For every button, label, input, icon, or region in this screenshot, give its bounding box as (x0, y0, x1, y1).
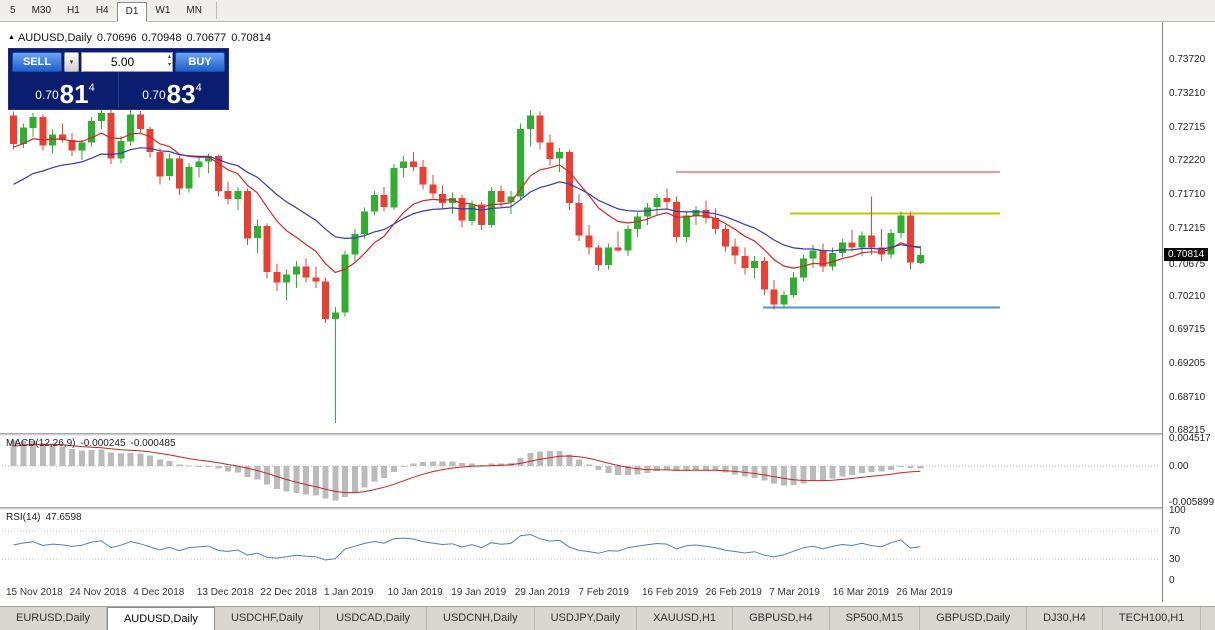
date-axis-label: 1 Jan 2019 (324, 587, 374, 598)
date-axis-label: 16 Feb 2019 (642, 587, 699, 598)
price-axis-label: 0.72220 (1169, 155, 1206, 167)
price-axis-label: 0.69205 (1169, 358, 1206, 370)
sell-price-base: 0.70 (35, 88, 59, 102)
current-price-tag: 0.70814 (1164, 247, 1209, 261)
volume-input[interactable] (82, 55, 172, 69)
timeframe-button-5[interactable]: 5 (10, 5, 16, 16)
price-axis-label: 0.69715 (1169, 323, 1206, 335)
price-axis-label: 0.72715 (1169, 121, 1206, 133)
spin-down-icon[interactable]: ▾ (167, 61, 171, 68)
chart-tab-gbpusd-h4[interactable]: GBPUSD,H4 (733, 607, 830, 630)
date-axis-label: 26 Feb 2019 (705, 587, 762, 598)
buy-button[interactable]: BUY (175, 52, 225, 72)
sell-button[interactable]: SELL (12, 52, 62, 72)
timeframe-button-h4[interactable]: H4 (95, 5, 109, 16)
chart-header: ▲ AUDUSD,Daily 0.70696 0.70948 0.70677 0.7081… (8, 32, 271, 44)
date-axis[interactable]: 15 Nov 2018 24 Nov 2018 4 Dec 2018 13 Dec 2… (0, 582, 1162, 602)
sell-price[interactable]: 0.70 81 4 (12, 72, 119, 108)
buy-price[interactable]: 0.70 83 4 (119, 72, 225, 108)
macd-value-1: -0.000245 (80, 438, 126, 449)
rsi-value: 47.6598 (45, 512, 82, 523)
chart-tabs-bar: EURUSD,Daily AUDUSD,Daily USDCHF,Daily USDC… (0, 606, 1215, 630)
chevron-down-icon: ▾ (69, 59, 74, 66)
volume-spinner[interactable]: ▴ ▾ (168, 54, 171, 70)
sell-price-pip: 4 (88, 82, 95, 94)
spin-up-icon[interactable]: ▴ (167, 54, 171, 60)
timeframe-button-w1[interactable]: W1 (155, 5, 171, 16)
rsi-axis-label: 30 (1169, 554, 1181, 565)
rsi-axis-label: 0 (1169, 575, 1175, 586)
chart-tab-dj30-h4[interactable]: DJ30,H4 (1027, 607, 1103, 630)
date-axis-label: 19 Jan 2019 (451, 587, 507, 598)
volume-dropdown-button[interactable]: ▾ (64, 52, 79, 72)
chart-tab-audusd-daily[interactable]: AUDUSD,Daily (106, 607, 215, 630)
secondary-price-label: 0.70675 (1169, 259, 1206, 271)
chart-tab-gbpusd-daily[interactable]: GBPUSD,Daily (920, 607, 1028, 630)
buy-price-base: 0.70 (142, 88, 166, 102)
price-axis-label: 0.71710 (1169, 189, 1206, 201)
macd-axis-label: 0.00 (1169, 460, 1189, 472)
chart-plot-area[interactable] (0, 22, 1162, 602)
low-value: 0.70677 (186, 32, 227, 44)
timeframe-button-mn[interactable]: MN (186, 5, 202, 16)
price-axis-label: 0.71215 (1169, 222, 1206, 234)
chart-tab-xauusd-h1[interactable]: XAUUSD,H1 (637, 607, 734, 630)
symbol-marker-icon: ▲ (8, 34, 15, 41)
chart-tab-ui[interactable]: UI (1201, 607, 1215, 630)
high-value: 0.70948 (141, 32, 182, 44)
rsi-axis-label: 70 (1169, 526, 1181, 537)
date-axis-label: 7 Feb 2019 (578, 587, 629, 598)
chart-tab-usdchf-daily[interactable]: USDCHF,Daily (215, 607, 321, 630)
macd-panel-splitter[interactable] (0, 433, 1215, 436)
chart-tab-usdcnh-daily[interactable]: USDCNH,Daily (427, 607, 535, 630)
chart-tab-tech100-h1[interactable]: TECH100,H1 (1103, 607, 1202, 630)
timeframe-button-m30[interactable]: M30 (31, 5, 52, 16)
timeframe-button-d1[interactable]: D1 (116, 1, 148, 22)
chart-tab-usdjpy-daily[interactable]: USDJPY,Daily (535, 607, 638, 630)
chart-window: ▲ AUDUSD,Daily 0.70696 0.70948 0.70677 0.7081… (0, 22, 1215, 606)
sell-price-big: 81 (59, 78, 89, 109)
date-axis-label: 15 Nov 2018 (6, 587, 63, 598)
date-axis-label: 29 Jan 2019 (514, 587, 570, 598)
price-axis-label: 0.68215 (1169, 424, 1206, 436)
macd-value-2: -0.000485 (130, 438, 176, 449)
price-axis-label: 0.73720 (1169, 53, 1206, 65)
price-axis-label: 0.70210 (1169, 290, 1206, 302)
date-axis-label: 24 Nov 2018 (69, 587, 127, 598)
chart-canvas[interactable] (0, 22, 1162, 602)
date-axis-label: 16 Mar 2019 (832, 587, 889, 598)
price-axis-label: 0.68710 (1169, 391, 1206, 403)
date-axis-label: 26 Mar 2019 (896, 587, 953, 598)
date-axis-label: 13 Dec 2018 (196, 587, 254, 598)
date-axis-label: 7 Mar 2019 (769, 587, 820, 598)
chart-tab-usdcad-daily[interactable]: USDCAD,Daily (320, 607, 428, 630)
buy-price-pip: 4 (195, 82, 202, 94)
rsi-name: RSI(14) (6, 512, 41, 523)
volume-field: ▴▾ (81, 52, 173, 72)
price-axis-label: 0.73210 (1169, 88, 1206, 100)
rsi-axis-label: 100 (1169, 505, 1186, 516)
price-axis[interactable]: 0.73720 0.73210 0.72715 0.72220 0.71710 0.712… (1162, 22, 1215, 602)
chart-tab-eurusd-daily[interactable]: EURUSD,Daily (0, 607, 107, 630)
buy-price-big: 83 (166, 78, 196, 109)
open-value: 0.70696 (96, 32, 137, 44)
macd-axis-label: -0.005899 (1169, 496, 1215, 508)
toolbar-separator (215, 2, 217, 19)
macd-name: MACD(12,26,9) (6, 438, 76, 449)
date-axis-label: 10 Jan 2019 (387, 587, 443, 598)
rsi-indicator-label: RSI(14) 47.6598 (6, 512, 87, 523)
chart-title: AUDUSD,Daily (17, 32, 92, 44)
macd-axis-label: 0.004517 (1169, 433, 1211, 445)
macd-indicator-label: MACD(12,26,9) -0.000245 -0.000485 (6, 438, 181, 449)
chart-tab-sp500-m15[interactable]: SP500,M15 (830, 607, 921, 630)
close-value: 0.70814 (231, 32, 271, 44)
timeframe-toolbar: 5 M30 H1 H4 D1 W1 MN (0, 0, 1215, 22)
date-axis-label: 22 Dec 2018 (260, 587, 318, 598)
date-axis-label: 4 Dec 2018 (133, 587, 185, 598)
timeframe-button-h1[interactable]: H1 (67, 5, 80, 16)
rsi-panel-splitter[interactable] (0, 507, 1215, 510)
